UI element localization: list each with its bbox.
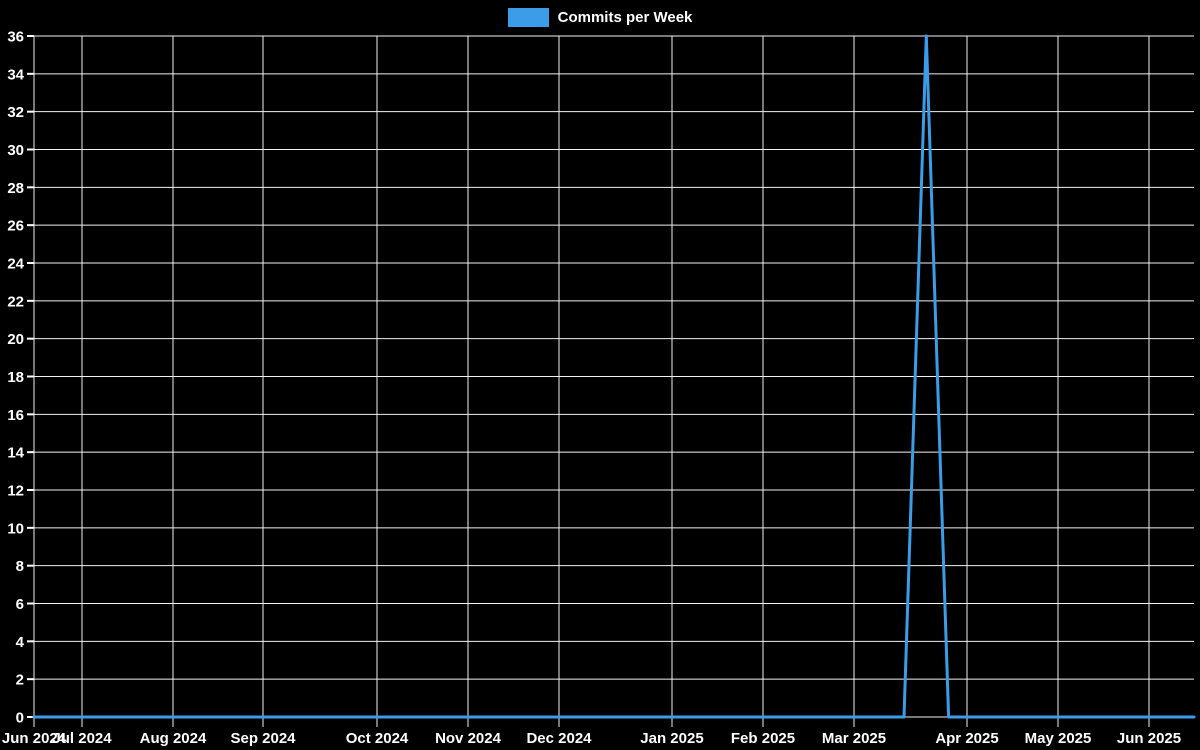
y-tick-label: 14 xyxy=(7,445,24,462)
y-tick-label: 4 xyxy=(16,634,25,651)
x-tick-label: Sep 2024 xyxy=(230,730,296,747)
x-tick-label: Apr 2025 xyxy=(935,730,998,747)
y-tick-label: 2 xyxy=(16,672,24,689)
x-tick-label: Jun 2025 xyxy=(1117,730,1181,747)
y-tick-label: 34 xyxy=(7,66,24,83)
legend-label: Commits per Week xyxy=(557,8,693,26)
legend: Commits per Week xyxy=(0,7,1200,27)
x-tick-label: Aug 2024 xyxy=(140,730,207,747)
legend-swatch-icon xyxy=(507,7,549,27)
y-tick-label: 24 xyxy=(7,256,24,273)
y-tick-label: 18 xyxy=(7,369,24,386)
y-tick-label: 8 xyxy=(16,558,24,575)
legend-item-commits-per-week[interactable]: Commits per Week xyxy=(507,7,693,27)
y-tick-label: 20 xyxy=(7,331,24,348)
y-tick-label: 26 xyxy=(7,218,24,235)
x-tick-label: Dec 2024 xyxy=(526,730,592,747)
y-tick-label: 16 xyxy=(7,407,24,424)
x-tick-label: Oct 2024 xyxy=(346,730,409,747)
x-tick-label: Nov 2024 xyxy=(435,730,502,747)
x-tick-label: Feb 2025 xyxy=(731,730,795,747)
y-tick-label: 6 xyxy=(16,596,24,613)
x-tick-label: Jul 2024 xyxy=(52,730,112,747)
y-tick-label: 32 xyxy=(7,104,24,121)
y-tick-label: 12 xyxy=(7,483,24,500)
y-tick-label: 30 xyxy=(7,142,24,159)
series-line-commits-per-week xyxy=(32,34,1196,719)
y-tick-label: 0 xyxy=(16,710,24,727)
x-tick-label: May 2025 xyxy=(1025,730,1092,747)
y-tick-label: 28 xyxy=(7,180,24,197)
y-tick-label: 36 xyxy=(7,29,24,46)
y-tick-label: 22 xyxy=(7,293,24,310)
x-tick-label: Jan 2025 xyxy=(640,730,703,747)
x-tick-label: Jun 2024 xyxy=(2,730,67,747)
y-tick-label: 10 xyxy=(7,520,24,537)
x-tick-label: Mar 2025 xyxy=(822,730,886,747)
